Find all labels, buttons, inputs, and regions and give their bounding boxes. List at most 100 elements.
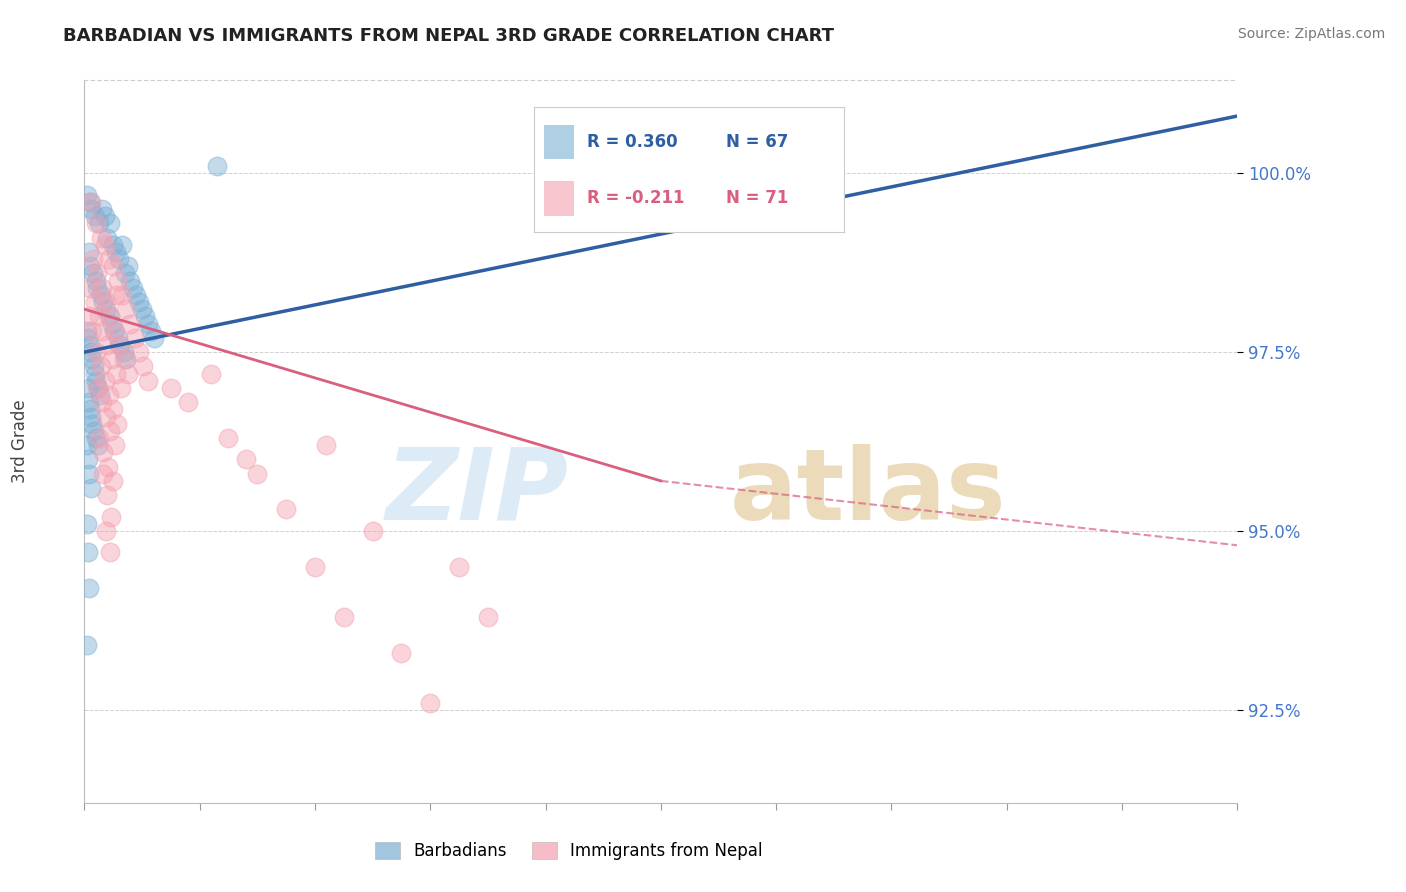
Point	[82, 252, 104, 266]
Point	[82, 324, 104, 338]
Point	[87, 381, 110, 395]
Point	[86, 267, 108, 281]
Text: Source: ZipAtlas.com: Source: ZipAtlas.com	[1237, 27, 1385, 41]
Point	[103, 260, 124, 274]
Point	[76, 452, 98, 467]
Point	[80, 202, 103, 216]
Point	[128, 295, 150, 310]
Point	[100, 509, 122, 524]
Point	[87, 431, 110, 445]
Point	[117, 260, 139, 274]
Point	[160, 381, 183, 395]
Text: BARBADIAN VS IMMIGRANTS FROM NEPAL 3RD GRADE CORRELATION CHART: BARBADIAN VS IMMIGRANTS FROM NEPAL 3RD G…	[63, 27, 834, 45]
Point	[87, 310, 110, 324]
Point	[276, 502, 298, 516]
Point	[103, 237, 124, 252]
Point	[96, 338, 118, 352]
Point	[83, 209, 105, 223]
Point	[477, 609, 499, 624]
Point	[117, 367, 139, 381]
Point	[114, 267, 136, 281]
Point	[128, 345, 150, 359]
Point	[200, 367, 222, 381]
Point	[101, 474, 124, 488]
Point	[76, 545, 98, 559]
Point	[111, 237, 134, 252]
Point	[104, 324, 127, 338]
Point	[205, 159, 228, 173]
Point	[76, 324, 98, 338]
Point	[76, 381, 98, 395]
Point	[96, 524, 118, 538]
Point	[304, 559, 326, 574]
Point	[82, 417, 104, 431]
Point	[115, 302, 138, 317]
Point	[97, 459, 120, 474]
Point	[104, 438, 127, 452]
Point	[77, 331, 100, 345]
Point	[103, 324, 125, 338]
Point	[449, 559, 471, 574]
Point	[136, 317, 159, 331]
Point	[108, 338, 131, 352]
Point	[112, 345, 135, 359]
Point	[315, 438, 337, 452]
Point	[79, 260, 101, 274]
Text: atlas: atlas	[730, 443, 1007, 541]
Point	[83, 424, 105, 438]
Point	[93, 324, 115, 338]
Legend: Barbadians, Immigrants from Nepal: Barbadians, Immigrants from Nepal	[368, 835, 769, 867]
Point	[76, 516, 98, 531]
Point	[96, 488, 118, 502]
Point	[83, 295, 105, 310]
Point	[131, 302, 153, 317]
Point	[86, 438, 108, 452]
Text: R = 0.360: R = 0.360	[586, 133, 678, 151]
Point	[79, 281, 101, 295]
Point	[246, 467, 269, 481]
Point	[122, 281, 145, 295]
Point	[132, 359, 155, 374]
Bar	[544, 125, 575, 160]
Point	[96, 409, 118, 424]
Point	[77, 467, 100, 481]
Point	[84, 431, 107, 445]
Point	[91, 295, 114, 310]
Point	[120, 317, 142, 331]
Point	[142, 331, 165, 345]
Point	[107, 274, 129, 288]
Point	[98, 310, 121, 324]
Point	[87, 216, 110, 230]
Point	[391, 646, 413, 660]
Point	[77, 581, 100, 595]
Point	[139, 324, 162, 338]
Point	[80, 409, 103, 424]
Point	[77, 395, 100, 409]
Point	[76, 438, 98, 452]
Point	[76, 639, 98, 653]
Point	[110, 381, 132, 395]
Y-axis label: 3rd Grade: 3rd Grade	[11, 400, 28, 483]
Point	[90, 281, 112, 295]
Point	[77, 310, 100, 324]
Point	[105, 417, 128, 431]
Point	[101, 317, 124, 331]
Point	[333, 609, 356, 624]
Point	[112, 352, 135, 367]
Point	[98, 216, 121, 230]
Point	[98, 424, 121, 438]
Point	[96, 295, 118, 310]
Point	[115, 352, 138, 367]
Point	[120, 274, 142, 288]
Point	[177, 395, 200, 409]
Point	[77, 244, 100, 259]
Point	[98, 545, 121, 559]
Point	[93, 209, 115, 223]
Point	[93, 374, 115, 388]
Point	[105, 367, 128, 381]
Point	[80, 345, 103, 359]
Point	[90, 395, 112, 409]
Point	[93, 445, 115, 459]
Point	[97, 310, 120, 324]
Point	[79, 194, 101, 209]
